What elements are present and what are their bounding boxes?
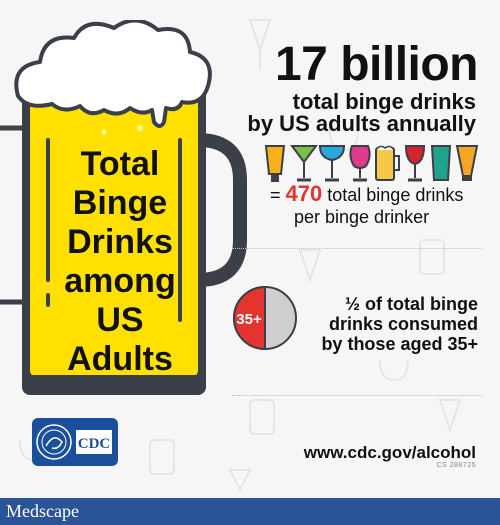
mug-title-line: Total <box>80 145 160 183</box>
mug-foam <box>14 20 212 128</box>
mug-title: Total Binge Drinks among US Adults <box>40 145 200 379</box>
mug-title-line: Drinks <box>67 223 173 261</box>
mug-base <box>22 375 206 395</box>
mug-title-line: US <box>96 301 144 339</box>
drink-icons-row <box>264 145 479 182</box>
dotted-divider <box>232 395 482 396</box>
margarita-glass-icon <box>318 145 346 182</box>
cdc-logo: CDC <box>32 418 118 466</box>
highball-glass-icon <box>430 145 452 181</box>
half-pie-chart <box>233 285 297 351</box>
cdc-url: www.cdc.gov/alcohol <box>303 443 476 462</box>
age-stat-line-1: ½ of total binge <box>345 294 478 314</box>
per-drinker-stat: = 470 total binge drinks per binge drink… <box>270 183 480 228</box>
per-drinker-number: 470 <box>285 181 323 206</box>
background-pattern <box>19 19 462 493</box>
headline-line-2: by US adults annually <box>247 111 476 136</box>
document-code: CS 288725 <box>436 462 476 469</box>
cdc-logo-text: CDC <box>78 436 111 452</box>
beer-mug-illustration <box>0 20 247 395</box>
mug-title-line: Adults <box>67 340 173 378</box>
medscape-logo: Medscape <box>6 501 79 521</box>
pilsner-glass-icon <box>455 145 479 181</box>
mug-beer <box>30 82 198 378</box>
dotted-divider <box>232 248 482 249</box>
martini-glass-icon <box>290 145 318 182</box>
per-drinker-text-1: total binge drinks <box>327 185 464 205</box>
age-stat-text: ½ of total binge drinks consumed by thos… <box>321 294 478 354</box>
equals-sign: = <box>270 185 281 205</box>
headline-line-1: total binge drinks <box>292 89 476 114</box>
headline-number: 17 billion <box>274 38 479 91</box>
per-drinker-text-2: per binge drinker <box>294 207 430 227</box>
age-stat-line-3: by those aged 35+ <box>321 334 478 354</box>
mug-handle <box>197 133 247 287</box>
beer-glass-icon <box>264 145 286 182</box>
pie-label: 35+ <box>236 311 262 328</box>
hhs-seal-icon <box>36 424 72 460</box>
age-stat-line-2: drinks consumed <box>328 314 478 334</box>
mug-title-line: among <box>64 262 176 300</box>
hurricane-glass-icon <box>349 145 371 182</box>
mug-title-line: Binge <box>72 184 168 222</box>
wine-glass-icon <box>404 145 426 182</box>
footer-bar: Medscape <box>0 498 500 525</box>
beer-mug-icon <box>375 145 400 181</box>
